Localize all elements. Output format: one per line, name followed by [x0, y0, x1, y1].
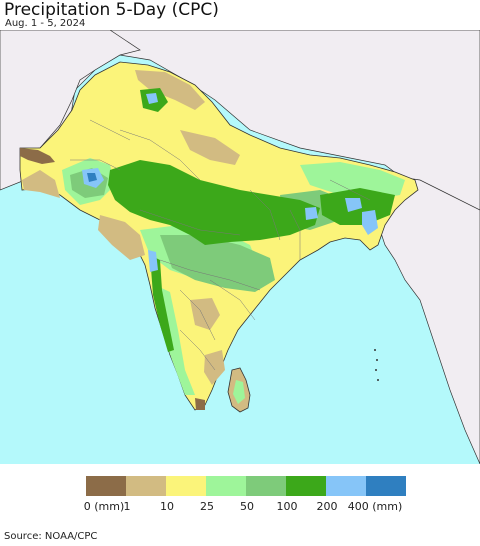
- legend-label-1: 1: [123, 500, 131, 513]
- legend-swatch-4: [246, 476, 286, 496]
- dry-tn: [204, 350, 225, 385]
- blue-westcoast: [148, 250, 158, 272]
- dry-deccan: [190, 298, 220, 330]
- legend-label-7: 400 (mm): [347, 500, 403, 513]
- blue-central: [305, 207, 318, 220]
- legend-label-5: 100: [276, 500, 298, 513]
- andaman-islands: [374, 349, 379, 381]
- dry-southtip: [195, 398, 205, 410]
- legend-swatch-5: [286, 476, 326, 496]
- admin-boundaries: [70, 119, 371, 371]
- precipitation-map: [0, 30, 480, 464]
- legend-label-3: 25: [200, 500, 214, 513]
- green-mid-central: [160, 235, 275, 292]
- dry-pakistan-southwest: [22, 170, 60, 198]
- legend-swatch-1: [126, 476, 166, 496]
- map-title: Precipitation 5-Day (CPC): [4, 0, 219, 20]
- dry-pak-blot: [20, 148, 55, 164]
- green-dark-north: [108, 160, 320, 245]
- dry-kashmir: [135, 70, 205, 110]
- legend-swatch-3: [206, 476, 246, 496]
- legend-label-4: 50: [240, 500, 254, 513]
- blue-bangladesh-2: [362, 210, 378, 235]
- green-dark-westcoast: [150, 255, 174, 352]
- blue-bangladesh: [345, 198, 362, 212]
- dry-gujarat: [98, 215, 145, 260]
- green-light-ne: [300, 162, 405, 200]
- legend-label-2: 10: [160, 500, 174, 513]
- blue-kashmir: [146, 93, 158, 104]
- map-subtitle: Aug. 1 - 5, 2024: [5, 18, 86, 29]
- legend-label-0: 0 (mm): [83, 500, 125, 513]
- land-myanmar: [377, 174, 480, 464]
- source-credit: Source: NOAA/CPC: [4, 531, 98, 542]
- legend-swatch-0: [86, 476, 126, 496]
- dry-himalaya: [180, 130, 240, 165]
- legend-swatch-7: [366, 476, 406, 496]
- sri-lanka-green: [233, 380, 245, 404]
- legend-swatch-6: [326, 476, 366, 496]
- legend-swatch-2: [166, 476, 206, 496]
- blue-pak-core: [87, 173, 97, 182]
- legend: 0 (mm) 1 10 25 50 100 200 400 (mm): [0, 470, 480, 520]
- legend-label-6: 200: [316, 500, 338, 513]
